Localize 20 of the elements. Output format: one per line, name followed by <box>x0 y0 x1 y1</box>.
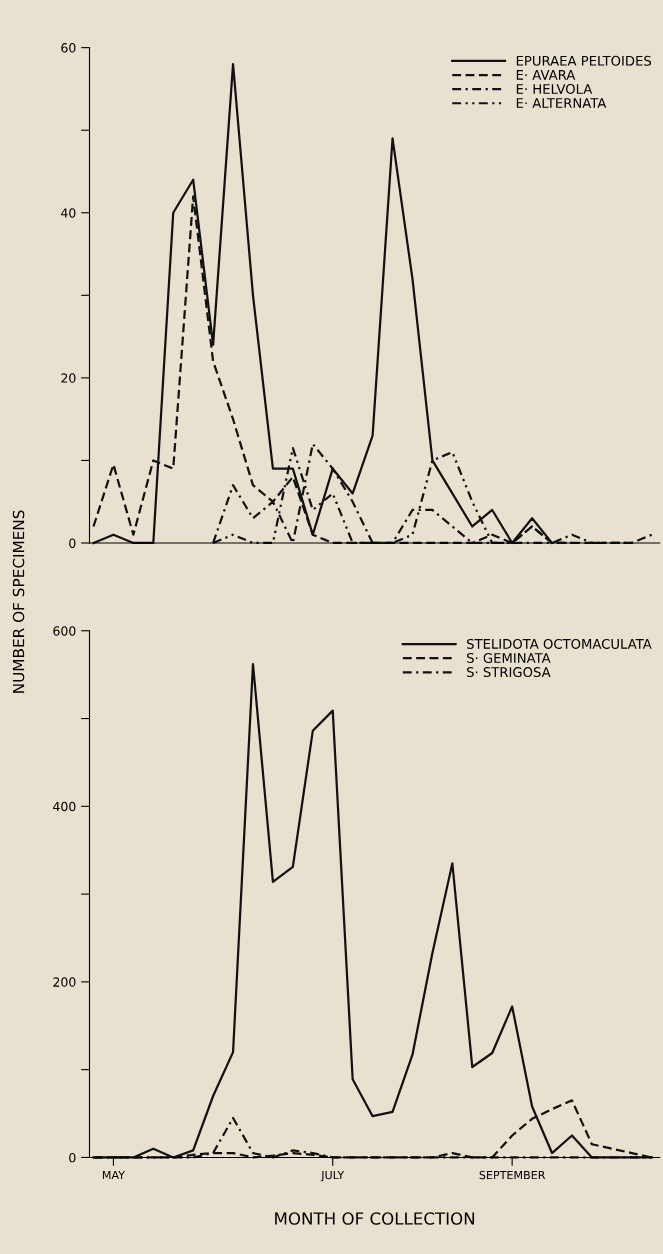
x-axis-title: MONTH OF COLLECTION <box>275 1212 475 1225</box>
legend-label: E· ALTERNATA <box>516 98 607 108</box>
y-tick-label: 40 <box>61 208 76 218</box>
y-axis-title: NUMBER OF SPECIMENS <box>12 510 25 693</box>
y-tick-label: 600 <box>53 626 76 636</box>
legend-label: EPURAEA PELTOIDES <box>516 55 652 66</box>
y-tick-label: 0 <box>69 1152 76 1163</box>
legend-label: E· HELVOLA <box>516 83 593 94</box>
legend-label: S· GEMINATA <box>467 653 551 663</box>
y-tick-label: 0 <box>69 538 76 548</box>
x-tick-label: SEPTEMBER <box>479 1170 546 1180</box>
x-tick-label: JULY <box>320 1170 345 1182</box>
legend-label: E· AVARA <box>516 70 576 80</box>
y-tick-label: 400 <box>53 801 76 812</box>
y-tick-label: 20 <box>61 373 76 383</box>
y-tick-label: 200 <box>53 977 76 987</box>
y-tick-label: 60 <box>61 43 76 53</box>
x-tick-label: MAY <box>102 1170 126 1180</box>
legend-label: STELIDOTA OCTOMACULATA <box>467 638 652 649</box>
legend-label: S· STRIGOSA <box>467 667 551 678</box>
